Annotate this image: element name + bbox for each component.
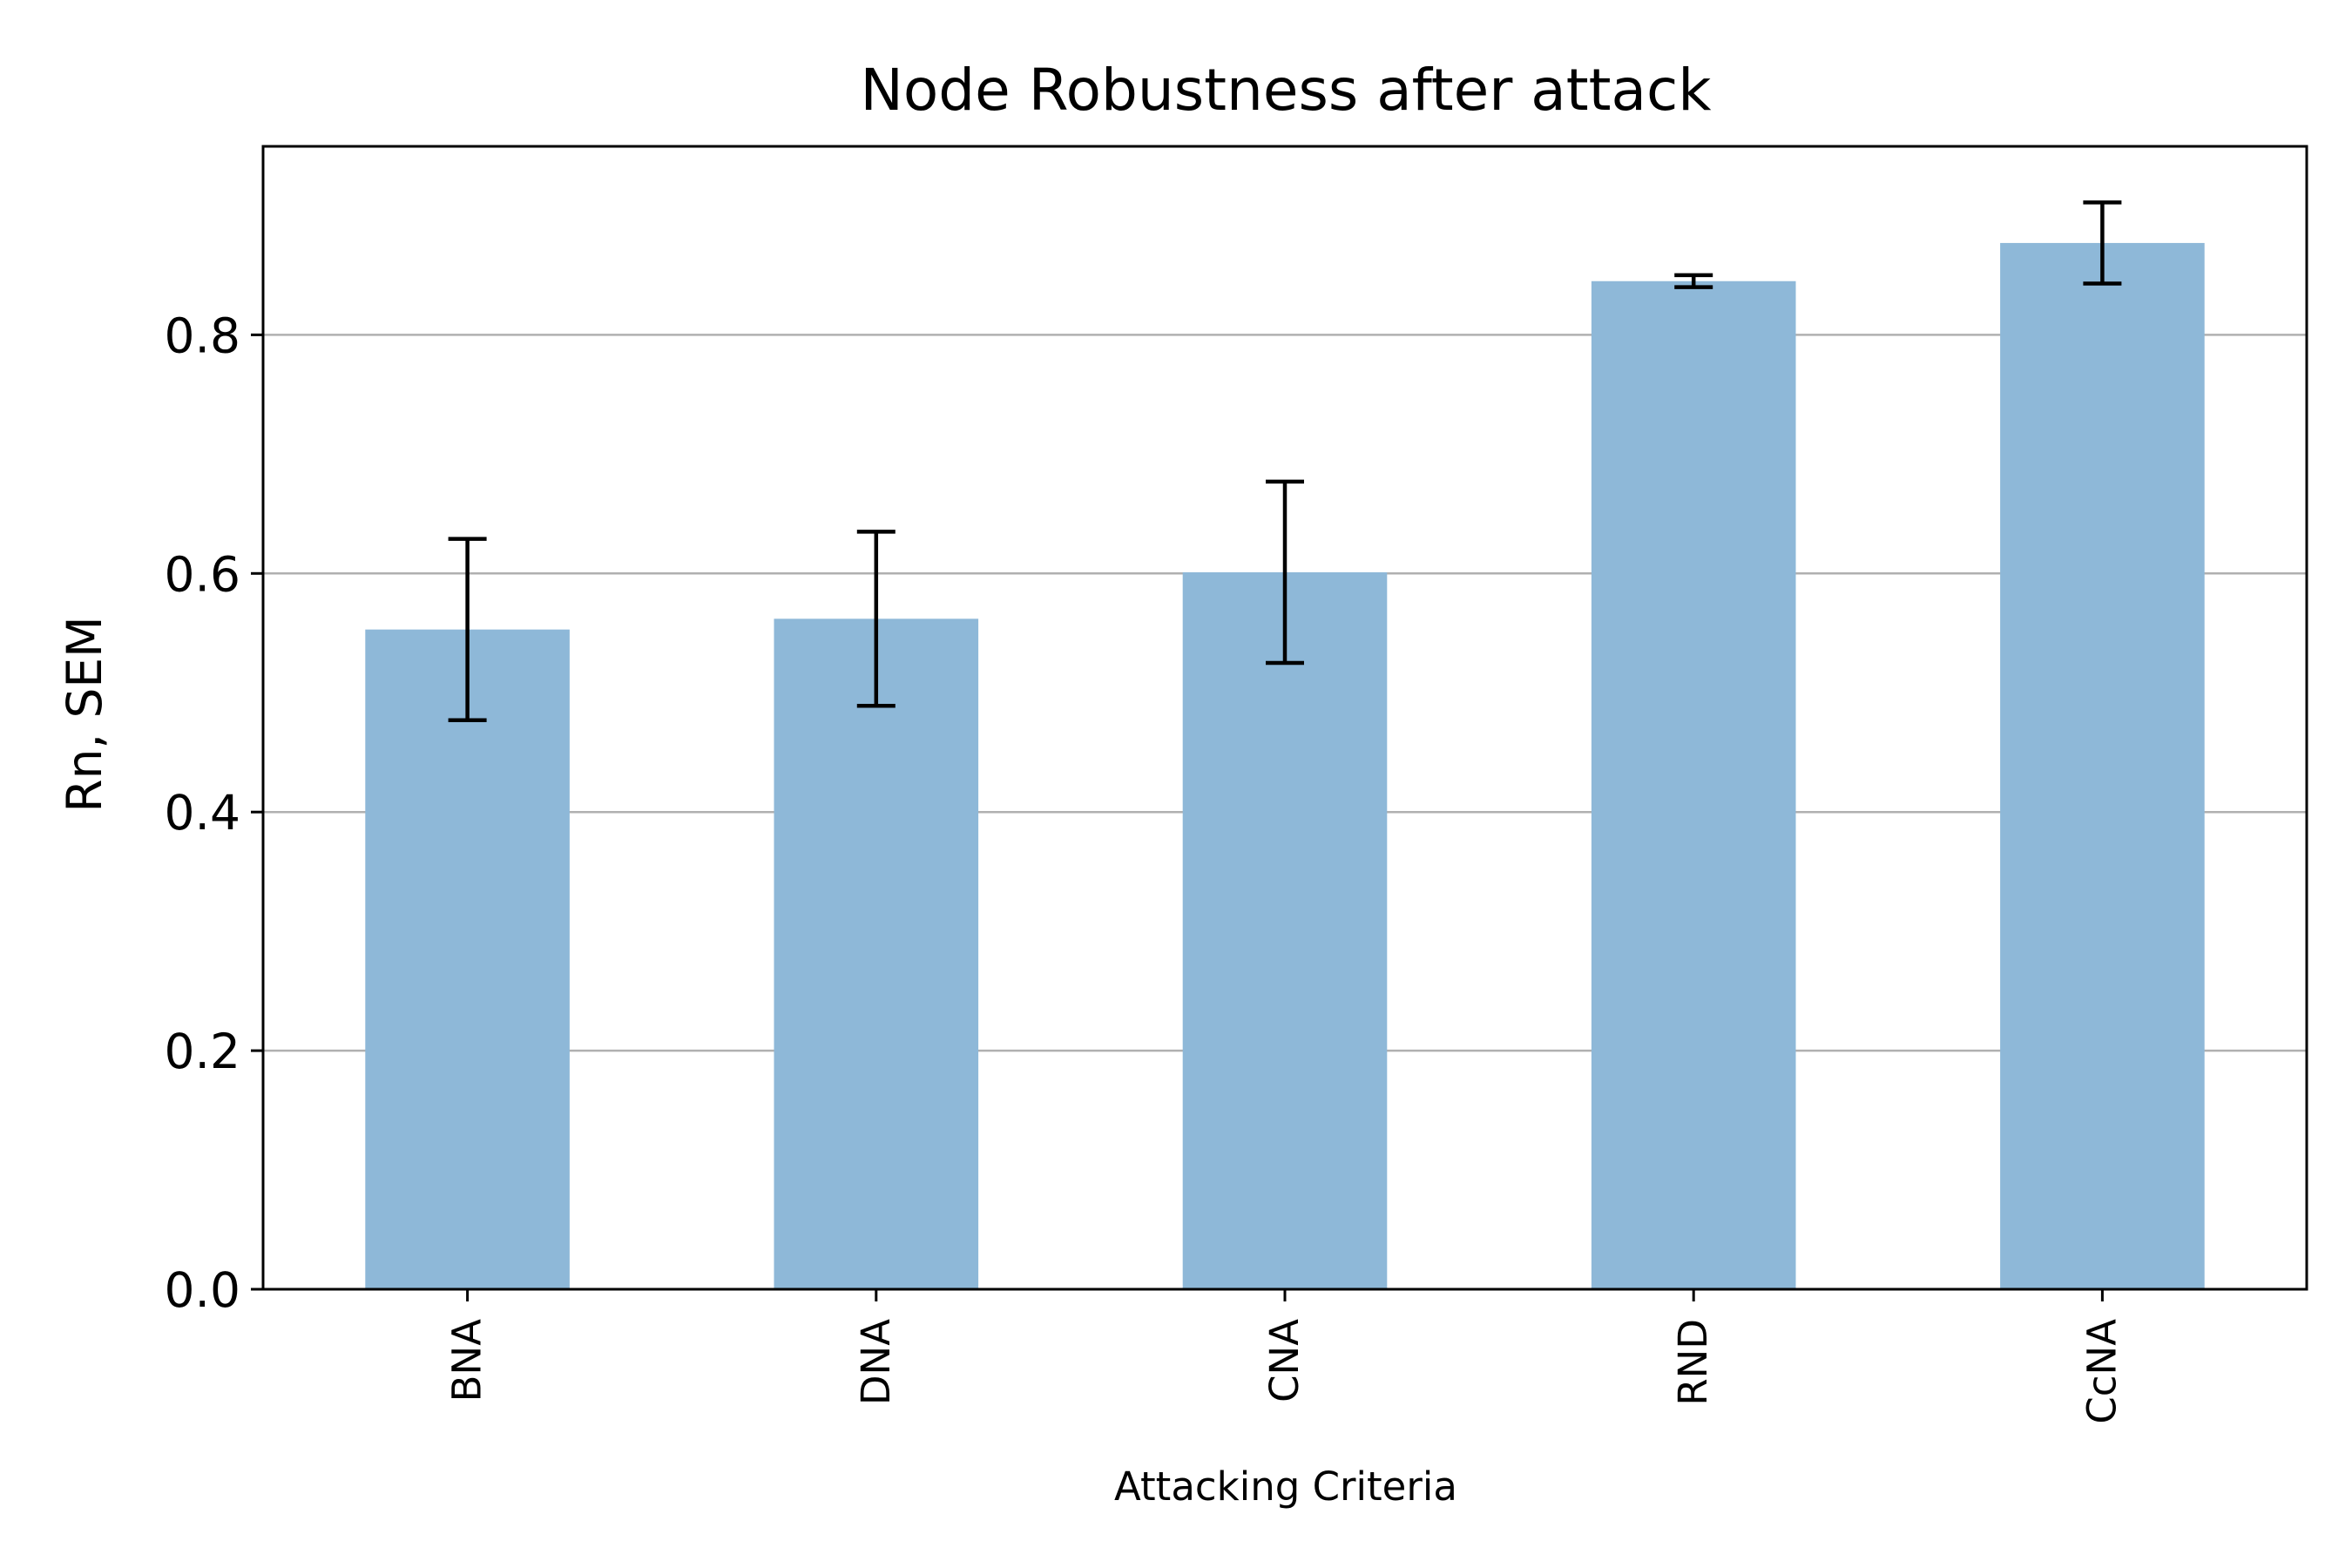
error-bar-cna <box>1266 479 1304 666</box>
bar-rnd <box>1591 280 1796 1289</box>
y-tick-label: 0.0 <box>165 1262 240 1318</box>
bars <box>365 242 2205 1289</box>
error-bar-bna <box>448 537 487 722</box>
y-tick-label: 0.2 <box>165 1024 240 1079</box>
x-tick-label: BNA <box>444 1319 490 1402</box>
y-tick-label: 0.6 <box>165 546 240 602</box>
chart-title: Node Robustness after attack <box>861 57 1713 124</box>
x-axis-ticks: BNA DNA CNA RND CcNA <box>444 1289 2125 1424</box>
x-tick-label: RND <box>1670 1319 1716 1406</box>
y-axis-ticks: 0.0 0.2 0.4 0.6 0.8 <box>165 308 263 1318</box>
x-tick-label: CNA <box>1261 1319 1308 1402</box>
bar-cna <box>1182 571 1388 1289</box>
error-bar-dna <box>856 530 896 708</box>
y-tick-label: 0.8 <box>165 308 240 363</box>
x-tick-label: DNA <box>853 1319 899 1405</box>
bar-dna <box>774 618 979 1289</box>
error-bars <box>448 200 2122 722</box>
error-bar-ccna <box>2083 200 2122 286</box>
y-axis-label: Rn, SEM <box>57 616 112 812</box>
x-tick-label: CcNA <box>2078 1319 2125 1424</box>
error-bar-rnd <box>1674 273 1713 289</box>
bar-ccna <box>2000 242 2205 1289</box>
x-axis-label: Attacking Criteria <box>1114 1463 1457 1510</box>
bar-bna <box>365 629 570 1289</box>
y-tick-label: 0.4 <box>165 785 240 841</box>
